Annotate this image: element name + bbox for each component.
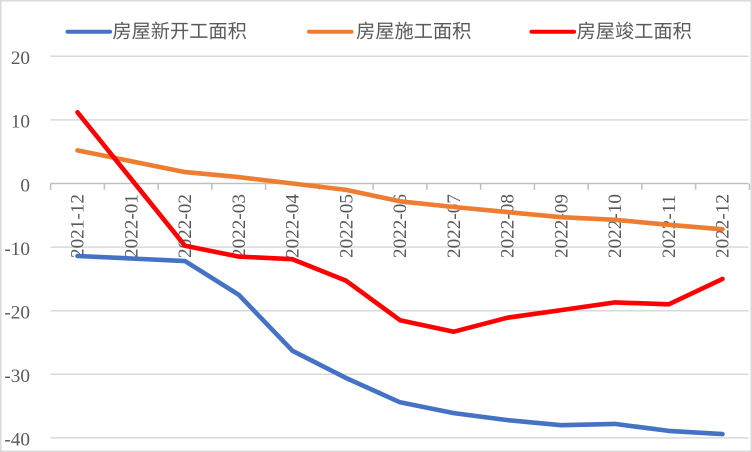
svg-text:10: 10 bbox=[11, 112, 30, 133]
svg-text:-30: -30 bbox=[4, 366, 30, 387]
svg-text:2022-01: 2022-01 bbox=[121, 194, 142, 258]
svg-text:-40: -40 bbox=[4, 430, 30, 451]
svg-text:2022-05: 2022-05 bbox=[336, 194, 357, 258]
svg-text:2022-09: 2022-09 bbox=[552, 194, 573, 258]
svg-text:2022-08: 2022-08 bbox=[498, 194, 519, 258]
svg-text:-20: -20 bbox=[4, 303, 30, 324]
svg-text:-10: -10 bbox=[4, 239, 30, 260]
svg-text:0: 0 bbox=[20, 175, 30, 196]
svg-text:20: 20 bbox=[11, 48, 30, 69]
svg-text:2022-06: 2022-06 bbox=[390, 194, 411, 258]
svg-text:2022-07: 2022-07 bbox=[444, 194, 465, 258]
svg-text:2022-04: 2022-04 bbox=[283, 194, 304, 258]
svg-text:2022-03: 2022-03 bbox=[229, 194, 250, 258]
svg-text:2022-12: 2022-12 bbox=[713, 194, 734, 258]
svg-text:2022-10: 2022-10 bbox=[605, 194, 626, 258]
svg-text:2021-12: 2021-12 bbox=[68, 194, 89, 258]
